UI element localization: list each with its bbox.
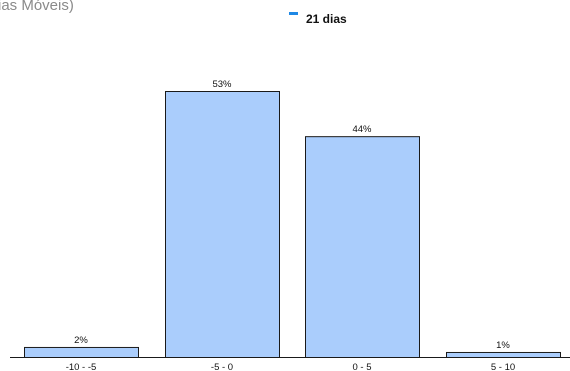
chart-title-fragment: ias Móveis) bbox=[0, 0, 74, 14]
data-label-0: 2% bbox=[74, 335, 88, 346]
bars-group bbox=[24, 91, 561, 359]
x-tick-label-2: 0 - 5 bbox=[352, 362, 371, 371]
legend-label-21-dias: 21 dias bbox=[306, 12, 347, 26]
bar-3 bbox=[446, 351, 561, 359]
x-tick-label-3: 5 - 10 bbox=[491, 362, 515, 371]
data-label-3: 1% bbox=[496, 340, 510, 351]
legend: 21 dias bbox=[289, 12, 347, 26]
x-tick-label-1: -5 - 0 bbox=[211, 362, 233, 371]
bar-1 bbox=[165, 91, 280, 358]
x-tick-label-0: -10 - -5 bbox=[66, 362, 97, 371]
x-tick-labels-group: -10 - -5 -5 - 0 0 - 5 5 - 10 bbox=[66, 362, 515, 371]
data-label-2: 44% bbox=[352, 124, 372, 135]
data-label-1: 53% bbox=[212, 79, 232, 90]
bar-0 bbox=[24, 346, 139, 358]
data-labels-group: 2% 53% 44% 1% bbox=[74, 79, 510, 351]
bar-2 bbox=[305, 136, 420, 358]
legend-marker-21-dias bbox=[289, 12, 298, 15]
